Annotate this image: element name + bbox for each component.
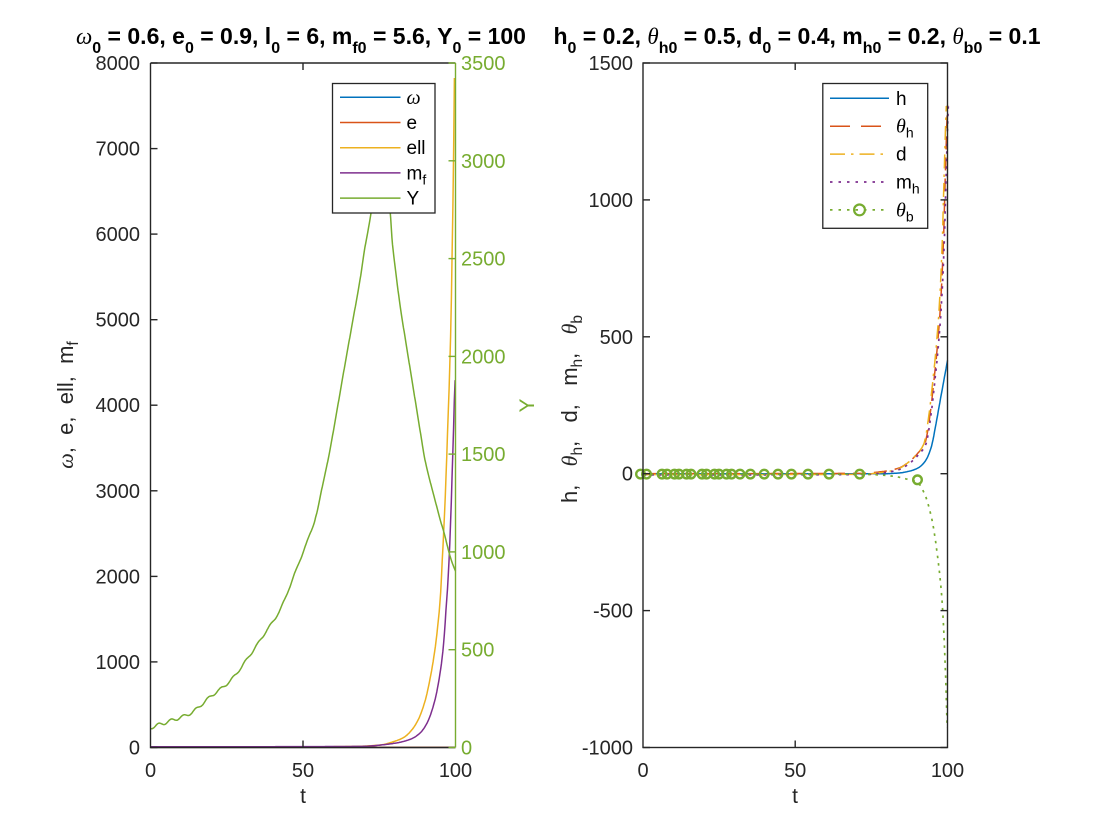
svg-text:7000: 7000 — [96, 139, 141, 161]
svg-text:3500: 3500 — [461, 53, 506, 75]
svg-text:θh: θh — [896, 116, 914, 141]
svg-text:2000: 2000 — [461, 346, 506, 368]
svg-text:d: d — [896, 145, 907, 166]
svg-text:100: 100 — [931, 760, 964, 782]
svg-text:50: 50 — [292, 760, 314, 782]
svg-text:50: 50 — [784, 760, 806, 782]
svg-text:ω: ω — [407, 87, 421, 109]
svg-text:1000: 1000 — [461, 542, 506, 564]
svg-text:1000: 1000 — [96, 652, 141, 674]
svg-text:8000: 8000 — [96, 53, 141, 75]
svg-text:Y: Y — [516, 398, 539, 412]
svg-text:2500: 2500 — [461, 249, 506, 271]
svg-text:500: 500 — [600, 327, 633, 349]
svg-text:h0 = 0.2, θh0 = 0.5, d0 = 0.4,: h0 = 0.2, θh0 = 0.5, d0 = 0.4, mh0 = 0.2… — [553, 23, 1040, 57]
svg-text:5000: 5000 — [96, 310, 141, 332]
svg-text:θb: θb — [896, 199, 914, 224]
svg-text:4000: 4000 — [96, 395, 141, 417]
svg-text:Y: Y — [407, 189, 420, 210]
svg-text:500: 500 — [461, 640, 494, 662]
svg-text:0: 0 — [637, 760, 648, 782]
svg-text:h: h — [896, 89, 907, 110]
svg-text:0: 0 — [461, 738, 472, 760]
svg-text:100: 100 — [439, 760, 472, 782]
svg-text:mf: mf — [407, 163, 427, 187]
svg-text:t: t — [300, 785, 306, 808]
svg-text:-500: -500 — [593, 601, 633, 623]
svg-text:t: t — [792, 785, 798, 808]
svg-text:h, θh, d, mh, θb: h, θh, d, mh, θb — [557, 315, 586, 503]
svg-text:1000: 1000 — [589, 190, 634, 212]
svg-text:ell: ell — [407, 138, 426, 159]
svg-text:e: e — [407, 113, 418, 134]
svg-text:1500: 1500 — [589, 53, 634, 75]
svg-text:3000: 3000 — [96, 481, 141, 503]
svg-text:1500: 1500 — [461, 444, 506, 466]
svg-text:0: 0 — [145, 760, 156, 782]
svg-text:6000: 6000 — [96, 224, 141, 246]
svg-text:ω, e, ell, mf: ω, e, ell, mf — [53, 341, 82, 469]
svg-text:-1000: -1000 — [582, 738, 633, 760]
svg-text:0: 0 — [129, 738, 140, 760]
svg-text:2000: 2000 — [96, 566, 141, 588]
svg-text:3000: 3000 — [461, 151, 506, 173]
svg-text:ω0 = 0.6, e0 = 0.9, l0 = 6, mf: ω0 = 0.6, e0 = 0.9, l0 = 6, mf0 = 5.6, Y… — [76, 23, 526, 57]
svg-text:0: 0 — [622, 464, 633, 486]
